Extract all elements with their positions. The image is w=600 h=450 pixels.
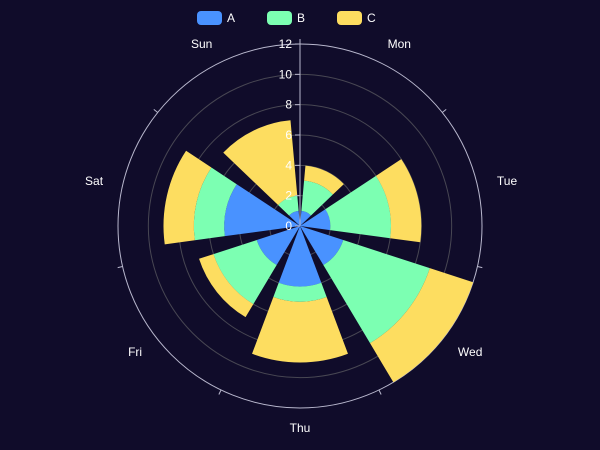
radius-tick-label: 6 bbox=[285, 128, 292, 142]
legend-item-B[interactable]: B bbox=[267, 11, 305, 25]
bar-series-group bbox=[163, 120, 474, 383]
legend-swatch bbox=[197, 11, 222, 25]
bar-B-Wed[interactable] bbox=[323, 240, 430, 344]
angle-axis-tick bbox=[378, 389, 382, 395]
category-labels: Mon Tue Wed Thu Fri Sat Sun bbox=[85, 37, 517, 435]
legend-label: B bbox=[297, 11, 305, 25]
legend-item-A[interactable]: A bbox=[197, 11, 235, 25]
angle-axis-tick bbox=[218, 389, 222, 395]
category-label-tue: Tue bbox=[497, 174, 518, 188]
category-label-mon: Mon bbox=[388, 37, 411, 51]
legend-item-C[interactable]: C bbox=[337, 11, 376, 25]
bar-B-Tue[interactable] bbox=[325, 175, 391, 239]
legend-label: C bbox=[367, 11, 376, 25]
bar-C-Mon[interactable] bbox=[304, 165, 344, 195]
radius-axis: 0 2 4 6 8 10 12 bbox=[279, 37, 301, 233]
bar-C-Tue[interactable] bbox=[375, 159, 422, 243]
angle-axis-tick bbox=[153, 109, 159, 113]
bar-C-Wed[interactable] bbox=[370, 268, 474, 383]
category-label-fri: Fri bbox=[128, 345, 142, 359]
category-label-wed: Wed bbox=[458, 345, 482, 359]
bar-A-Thu[interactable] bbox=[278, 226, 322, 287]
radius-tick-label: 0 bbox=[285, 219, 292, 233]
radius-tick-label: 8 bbox=[285, 98, 292, 112]
bar-A-Fri[interactable] bbox=[256, 226, 300, 266]
legend-swatch bbox=[337, 11, 362, 25]
bar-A-Sat[interactable] bbox=[224, 184, 300, 237]
bar-C-Thu[interactable] bbox=[252, 296, 348, 363]
bar-B-Fri[interactable] bbox=[213, 240, 277, 305]
bar-A-Sun[interactable] bbox=[289, 210, 300, 226]
bar-B-Thu[interactable] bbox=[273, 282, 327, 302]
legend-label: A bbox=[227, 11, 235, 25]
legend-swatch bbox=[267, 11, 292, 25]
bar-A-Mon[interactable] bbox=[300, 210, 311, 226]
radius-tick-label: 12 bbox=[279, 37, 293, 51]
bar-B-Sat[interactable] bbox=[193, 167, 237, 241]
radius-tick-label: 10 bbox=[279, 67, 293, 81]
bar-B-Mon[interactable] bbox=[301, 180, 333, 216]
bar-C-Fri[interactable] bbox=[199, 254, 254, 318]
radius-tick-label: 4 bbox=[285, 158, 292, 172]
bar-C-Sun[interactable] bbox=[223, 120, 298, 206]
bar-A-Tue[interactable] bbox=[300, 209, 331, 231]
category-label-thu: Thu bbox=[290, 421, 311, 435]
bar-A-Wed[interactable] bbox=[300, 226, 344, 266]
angle-axis-tick bbox=[117, 266, 123, 269]
legend: A B C bbox=[197, 11, 376, 25]
category-label-sat: Sat bbox=[85, 174, 104, 188]
radius-tick-label: 2 bbox=[285, 189, 292, 203]
bar-B-Sun[interactable] bbox=[278, 195, 299, 216]
angle-axis-tick bbox=[441, 109, 447, 113]
category-label-sun: Sun bbox=[191, 37, 212, 51]
bar-C-Sat[interactable] bbox=[163, 150, 212, 245]
angle-axis-tick bbox=[477, 266, 483, 269]
